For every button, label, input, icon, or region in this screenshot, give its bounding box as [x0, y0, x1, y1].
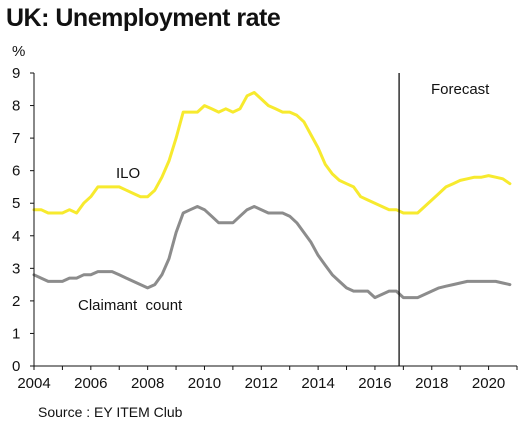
- ilo-series-line: [32, 91, 512, 215]
- y-tick-label: 2: [12, 293, 20, 310]
- claimant-series-line: [32, 205, 512, 300]
- claimant-annotation: Claimant count: [78, 297, 183, 314]
- ilo-series-group: [32, 91, 512, 215]
- x-tick-label: 2004: [17, 375, 50, 392]
- source-note: Source : EY ITEM Club: [38, 404, 183, 420]
- x-tick-label: 2016: [358, 375, 391, 392]
- claimant-series-group: [32, 205, 512, 300]
- y-tick-label: 6: [12, 163, 20, 180]
- y-tick-label: 7: [12, 130, 20, 147]
- y-tick-label: 3: [12, 260, 20, 277]
- y-tick-label: 8: [12, 98, 20, 115]
- ilo-annotation: ILO: [116, 165, 140, 182]
- chart-title: UK: Unemployment rate: [6, 4, 281, 32]
- y-tick-label: 9: [12, 65, 20, 82]
- x-tick-label: 2008: [131, 375, 164, 392]
- y-tick-label: 1: [12, 325, 20, 342]
- y-axis-unit-label: %: [12, 43, 25, 60]
- x-tick-label: 2018: [415, 375, 448, 392]
- y-tick-label: 4: [12, 228, 20, 245]
- x-tick-label: 2014: [301, 375, 334, 392]
- y-tick-label: 0: [12, 358, 20, 375]
- axes-group: 0 1 2 3 4 5 6 7 8 9 2004 2006 2008 2010 2012 2014 2016 20…: [12, 65, 518, 392]
- forecast-annotation: Forecast: [431, 81, 490, 98]
- y-tick-label: 5: [12, 195, 20, 212]
- x-tick-label: 2010: [188, 375, 221, 392]
- x-tick-label: 2020: [472, 375, 505, 392]
- x-tick-label: 2006: [74, 375, 107, 392]
- x-tick-label: 2012: [245, 375, 278, 392]
